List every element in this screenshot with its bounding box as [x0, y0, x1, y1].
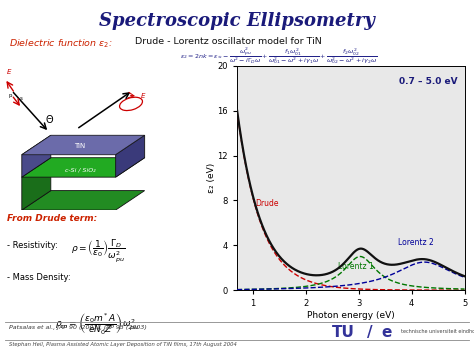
Text: p: p [8, 93, 12, 98]
Polygon shape [22, 158, 51, 210]
Polygon shape [22, 135, 145, 155]
Text: Spectroscopic Ellipsometry: Spectroscopic Ellipsometry [99, 12, 375, 31]
Text: Lorentz 1: Lorentz 1 [337, 262, 374, 271]
Text: $\rho = \left(\dfrac{1}{\varepsilon_0}\right)\dfrac{\Gamma_D}{\omega_{pu}^2}$: $\rho = \left(\dfrac{1}{\varepsilon_0}\r… [72, 237, 126, 264]
Polygon shape [22, 158, 145, 177]
Text: Stephan Heil, Plasma Assisted Atomic Layer Deposition of TiN films, 17th August : Stephan Heil, Plasma Assisted Atomic Lay… [9, 342, 237, 347]
Text: technische universiteit eindhoven: technische universiteit eindhoven [401, 329, 474, 334]
Text: Drude: Drude [255, 199, 279, 208]
Text: $\rho_m = \left(\dfrac{\varepsilon_0 m^* A}{e N_0 Z}\right)\omega_{pu}^2$: $\rho_m = \left(\dfrac{\varepsilon_0 m^*… [55, 312, 140, 337]
Text: - Resistivity:: - Resistivity: [7, 241, 65, 250]
Polygon shape [22, 135, 51, 177]
Text: - Mass Density:: - Mass Density: [7, 273, 70, 282]
Text: E: E [7, 69, 11, 75]
Text: 0.7 – 5.0 eV: 0.7 – 5.0 eV [399, 77, 458, 86]
Text: E: E [141, 93, 146, 99]
Text: $\varepsilon_2 = 2nk = \varepsilon_\infty - \dfrac{\omega_{pu}^2}{\omega^2 - i\G: $\varepsilon_2 = 2nk = \varepsilon_\inft… [180, 46, 378, 66]
Text: e: e [382, 325, 392, 340]
Text: Θ: Θ [46, 115, 53, 125]
Text: Patsalas et al., JAP 90 (2001), JAP 93 (2003): Patsalas et al., JAP 90 (2001), JAP 93 (… [9, 325, 147, 330]
Polygon shape [116, 135, 145, 177]
Text: Drude - Lorentz oscillator model for TiN: Drude - Lorentz oscillator model for TiN [135, 37, 322, 46]
Text: s: s [20, 96, 23, 101]
Text: TiN: TiN [74, 143, 85, 149]
Text: Lorentz 2: Lorentz 2 [398, 238, 434, 247]
Text: From Drude term:: From Drude term: [7, 214, 97, 222]
Polygon shape [22, 135, 145, 155]
Text: Dielectric function $\varepsilon_2$:: Dielectric function $\varepsilon_2$: [9, 37, 117, 50]
Text: TU: TU [332, 325, 355, 340]
Text: /: / [367, 325, 373, 340]
X-axis label: Photon energy (eV): Photon energy (eV) [307, 311, 395, 320]
Polygon shape [22, 190, 145, 210]
Y-axis label: ε₂ (eV): ε₂ (eV) [207, 163, 216, 193]
Text: c-Si / SiO₂: c-Si / SiO₂ [64, 167, 95, 172]
